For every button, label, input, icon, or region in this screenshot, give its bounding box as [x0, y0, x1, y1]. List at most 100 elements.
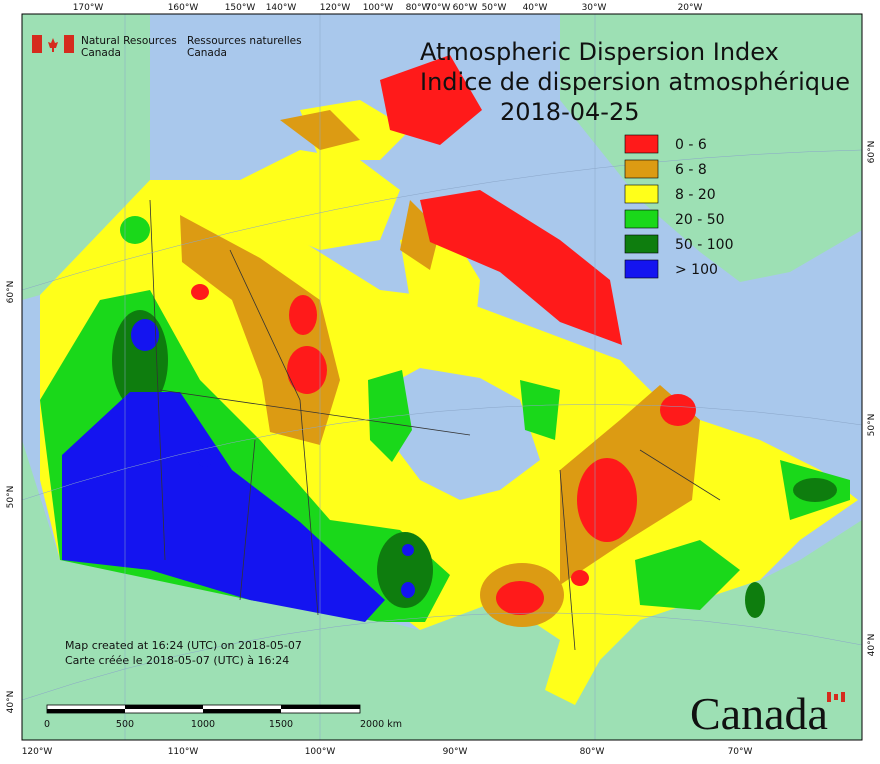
region [380, 55, 482, 145]
region [745, 582, 765, 618]
lon-label: 170°W [73, 3, 104, 13]
hudson-bay [380, 368, 540, 500]
lat-label: 50°N [6, 486, 16, 509]
region [635, 540, 740, 610]
legend-label: 0 - 6 [675, 137, 707, 153]
region [402, 544, 414, 556]
legend-label: 8 - 20 [675, 187, 716, 203]
region [577, 458, 637, 542]
graticule [21, 14, 863, 740]
map-body [21, 13, 863, 741]
wordmark-flag [841, 692, 845, 702]
scale-label: 1000 [191, 719, 215, 730]
region [191, 284, 209, 300]
lon-label: 120°W [22, 747, 53, 757]
agency-signature: Natural Resources Canada Ressources natu… [32, 35, 302, 59]
region [420, 190, 622, 345]
region [131, 319, 159, 351]
lon-label: 20°W [678, 3, 703, 13]
lon-label: 100°W [363, 3, 394, 13]
legend-swatch [624, 134, 659, 154]
region [520, 380, 560, 440]
wordmark: Canada [690, 688, 845, 739]
scale-label: 1500 [269, 719, 293, 730]
region [287, 346, 327, 394]
region [289, 295, 317, 335]
legend: 0 - 6 6 - 8 8 - 20 20 - 50 50 - 100 > 100 [624, 134, 734, 279]
title: Indice de dispersion atmosphérique [420, 68, 850, 96]
agency-fr: Canada [187, 47, 227, 59]
region [62, 392, 385, 622]
agency-en: Natural Resources [81, 35, 177, 47]
region [120, 216, 150, 244]
agency-fr: Ressources naturelles [187, 35, 302, 47]
lat-label: 40°N [867, 634, 877, 657]
region [793, 478, 837, 502]
lon-label: 80°W [406, 3, 431, 13]
title: Atmospheric Dispersion Index [420, 38, 779, 66]
region [400, 200, 440, 270]
lon-label: 90°W [443, 747, 468, 757]
maple-leaf [48, 38, 58, 52]
scale-seg [281, 705, 360, 709]
lon-label: 50°W [482, 3, 507, 13]
footer: Carte créée le 2018-05-07 (UTC) à 16:24 [65, 654, 289, 667]
region [571, 570, 589, 586]
lon-label: 120°W [320, 3, 351, 13]
scale-label: 2000 km [360, 719, 402, 730]
scale-label: 0 [44, 719, 50, 730]
agency-en: Canada [81, 47, 121, 59]
legend-label: 6 - 8 [675, 162, 707, 178]
graticule-labels: 170°W 160°W 150°W 140°W 120°W 100°W 80°W70°W 60… [6, 3, 877, 757]
lon-label: 70°W [426, 3, 451, 13]
region [660, 394, 696, 426]
lon-label: 160°W [168, 3, 199, 13]
lon-label: 80°W [580, 747, 605, 757]
region [496, 581, 544, 615]
lon-label: 140°W [266, 3, 297, 13]
region [368, 370, 412, 462]
lat-label: 60°N [6, 281, 16, 304]
legend-label: 20 - 50 [675, 212, 725, 228]
greenland [560, 14, 862, 282]
region [401, 582, 415, 598]
legend-swatch [624, 184, 659, 204]
legend-swatch [624, 259, 659, 279]
lat-label: 60°N [867, 141, 877, 164]
flag-bar [32, 35, 42, 53]
scale-seg [203, 709, 281, 713]
united-states [22, 440, 862, 740]
legend-label: > 100 [675, 262, 718, 278]
map-frame [21, 13, 863, 741]
region [400, 230, 480, 380]
lon-label: 70°W [728, 747, 753, 757]
scale-bar [46, 704, 361, 714]
region [377, 532, 433, 608]
scale-labels: 0 500 1000 1500 2000 km [44, 719, 402, 730]
boundaries [149, 199, 721, 651]
date: 2018-04-25 [500, 98, 639, 126]
legend-swatch [624, 159, 659, 179]
canada-wordmark: Canada [690, 688, 828, 739]
scale-seg [47, 709, 125, 713]
legend-swatch [624, 209, 659, 229]
wordmark-flag [827, 692, 831, 702]
lon-label: 60°W [453, 3, 478, 13]
region [198, 453, 212, 467]
lon-label: 100°W [305, 747, 336, 757]
scale-seg [125, 705, 203, 709]
lat-label: 50°N [867, 414, 877, 437]
scale-label: 500 [116, 719, 134, 730]
lon-label: 150°W [225, 3, 256, 13]
lon-label: 40°W [523, 3, 548, 13]
legend-label: 50 - 100 [675, 237, 734, 253]
lat-label: 40°N [6, 691, 16, 714]
lon-label: 30°W [582, 3, 607, 13]
wordmark-flag [834, 694, 838, 700]
flag-bar [64, 35, 74, 53]
legend-swatch [624, 234, 659, 254]
lon-label: 110°W [168, 747, 199, 757]
footer: Map created at 16:24 (UTC) on 2018-05-07 [65, 639, 302, 652]
alaska [22, 14, 150, 300]
